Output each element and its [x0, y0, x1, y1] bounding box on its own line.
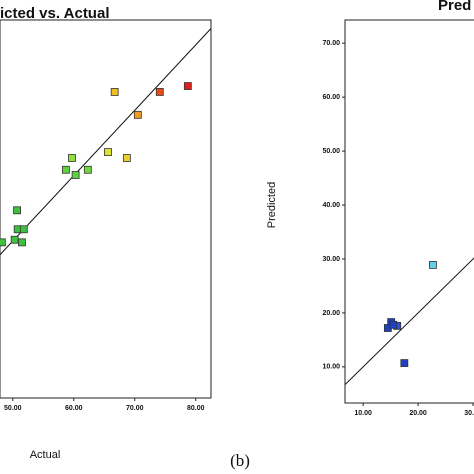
point	[18, 238, 26, 247]
chart-title: Pred	[438, 0, 471, 14]
point	[104, 148, 112, 157]
point	[133, 110, 142, 119]
point	[110, 88, 119, 96]
y-tick-label: 50.00	[322, 148, 340, 155]
reference-line	[345, 257, 474, 386]
point	[83, 165, 92, 174]
x-tick-label: 70.00	[126, 405, 144, 412]
y-tick-label: 20.00	[322, 310, 340, 317]
x-tick-label: 80.00	[187, 405, 205, 412]
plot-frame	[0, 19, 212, 399]
point	[19, 225, 28, 234]
x-tick-label: 20.00	[409, 410, 427, 417]
y-axis-title: Predicted	[266, 182, 278, 228]
y-tick-label: 60.00	[322, 94, 340, 101]
point	[122, 154, 131, 162]
point	[389, 320, 398, 329]
y-tick-label: 30.00	[322, 256, 340, 263]
x-tick-label: 10.00	[354, 410, 372, 417]
point	[183, 82, 192, 90]
y-tick-label: 10.00	[322, 364, 340, 371]
point	[10, 235, 19, 244]
point	[155, 88, 164, 96]
x-tick-label: 50.00	[4, 405, 22, 412]
x-tick-label: 60.00	[65, 405, 83, 412]
point	[71, 171, 80, 179]
caption: (b)	[230, 451, 250, 470]
plot-area	[0, 28, 211, 256]
reference-line	[0, 28, 211, 256]
point	[0, 238, 6, 247]
point	[400, 359, 409, 367]
y-tick-label: 70.00	[322, 40, 340, 47]
x-axis-title: Actual	[30, 449, 61, 461]
plot-area	[345, 257, 474, 386]
point	[68, 154, 76, 162]
plot-frame	[344, 19, 474, 404]
point	[429, 261, 437, 269]
chart-title: icted vs. Actual	[0, 5, 109, 22]
y-tick-label: 40.00	[322, 202, 340, 209]
point	[61, 165, 70, 174]
x-tick-label: 30.00	[464, 410, 474, 417]
point	[13, 206, 21, 215]
